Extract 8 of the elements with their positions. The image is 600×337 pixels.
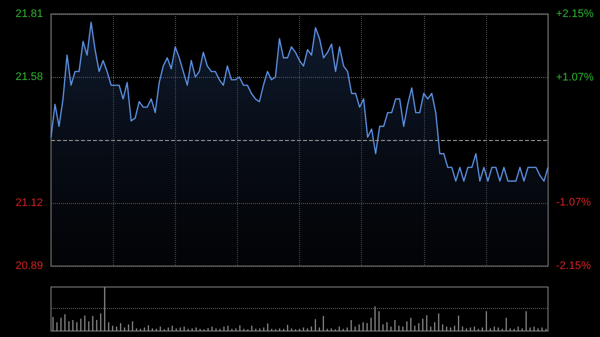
y-tick-label: 20.89 — [15, 260, 43, 272]
y2-tick-label: -2.15% — [556, 260, 592, 272]
y-tick-label: 21.58 — [15, 71, 43, 83]
y2-tick-label: +1.07% — [556, 71, 594, 84]
y2-tick-label: -1.07% — [556, 196, 592, 209]
y-tick-label: 21.81 — [15, 8, 43, 20]
y-tick-label: 21.12 — [15, 197, 43, 209]
y2-tick-label: +2.15% — [556, 8, 594, 20]
